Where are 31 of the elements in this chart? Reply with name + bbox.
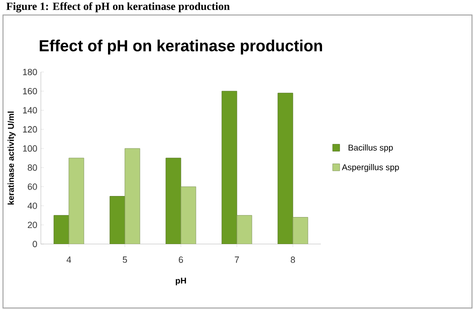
y-tick-label: 180	[23, 68, 38, 76]
chart-title: Effect of pH on keratinase production	[40, 40, 322, 55]
y-tick-label: 0	[32, 240, 38, 248]
x-tick-label: 8	[290, 256, 295, 263]
y-tick-label: 160	[23, 88, 38, 94]
bar	[222, 90, 238, 244]
legend-label: Aspergillus spp	[342, 164, 399, 172]
y-tick-label: 80	[28, 164, 38, 171]
x-tick-label: 7	[234, 256, 239, 263]
y-tick-label: 100	[23, 145, 38, 152]
bar	[166, 158, 182, 244]
y-tick-label: 120	[23, 126, 38, 133]
y-tick-label: 60	[28, 184, 38, 190]
legend-label: Bacillus spp	[348, 144, 393, 152]
y-tick-label: 40	[28, 202, 38, 209]
x-tick-label: 5	[122, 256, 127, 263]
x-tick-label: 4	[66, 256, 72, 263]
bar	[68, 158, 84, 244]
bar	[180, 186, 196, 244]
bar	[278, 92, 294, 244]
y-tick-label: 140	[23, 107, 38, 114]
caption: Figure 1: Effect of pH on keratinase production	[6, 2, 230, 12]
bar	[124, 148, 140, 244]
bar	[236, 215, 252, 244]
bar	[110, 196, 126, 244]
y-tick-label: 20	[28, 222, 38, 228]
bar	[292, 217, 308, 244]
x-tick-label: 6	[178, 256, 183, 263]
bar	[54, 215, 70, 244]
y-axis-title: keratinase activity U/ml	[8, 112, 16, 204]
x-axis-title: pH	[176, 278, 186, 286]
